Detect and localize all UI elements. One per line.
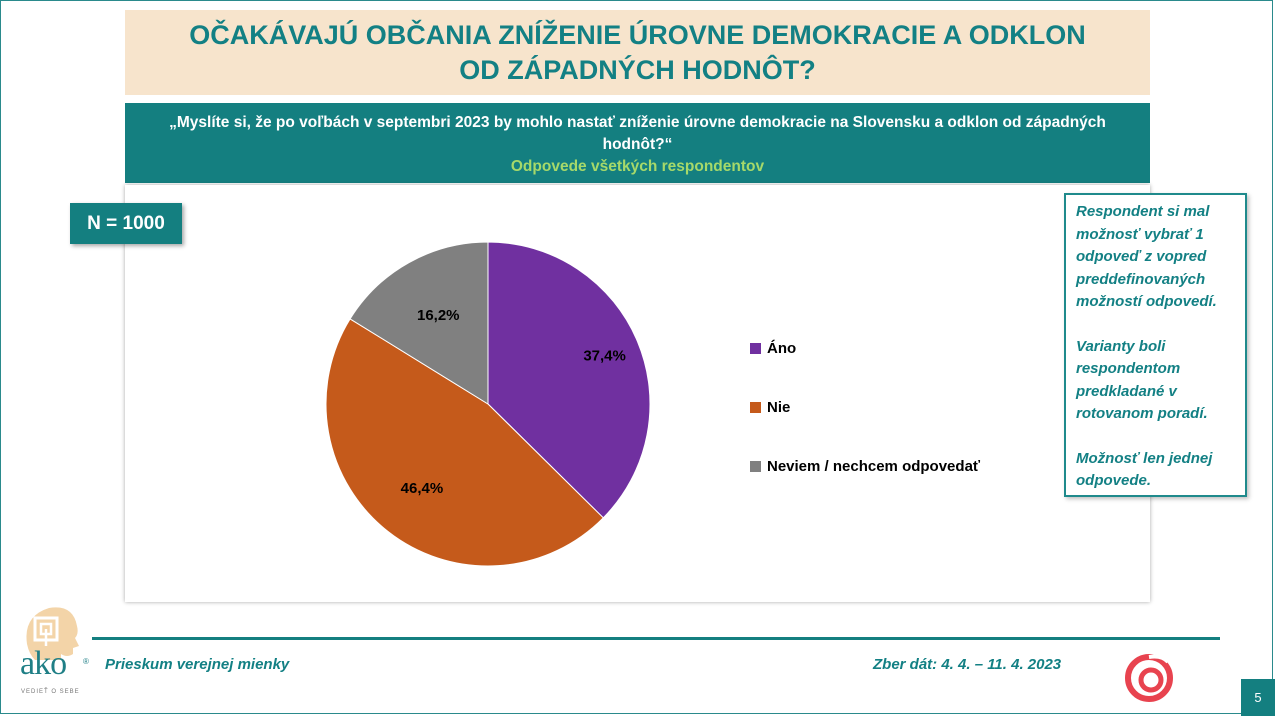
note-paragraph-2: Varianty boli respondentom predkladané v… bbox=[1076, 337, 1208, 423]
pie-data-label: 37,4% bbox=[583, 347, 626, 364]
ako-logo-text: ako bbox=[20, 645, 67, 682]
note-paragraph-1: Respondent si mal možnosť vybrať 1 odpov… bbox=[1076, 203, 1217, 310]
question-subtitle: Odpovede všetkých respondentov bbox=[510, 158, 765, 175]
slide-title: OČAKÁVAJÚ OBČANIA ZNÍŽENIE ÚROVNE DEMOKR… bbox=[125, 10, 1150, 95]
legend-item: Nie bbox=[750, 399, 790, 416]
question-text: „Myslíte si, že po voľbách v septembri 2… bbox=[169, 114, 1106, 153]
legend-item: Áno bbox=[750, 340, 796, 357]
footer-date-range: Zber dát: 4. 4. – 11. 4. 2023 bbox=[873, 656, 1062, 673]
question-box: „Myslíte si, že po voľbách v septembri 2… bbox=[125, 103, 1150, 183]
sample-size-badge: N = 1000 bbox=[70, 203, 182, 244]
legend-swatch bbox=[750, 343, 761, 354]
swirl-logo-icon bbox=[1125, 654, 1173, 702]
footer-divider bbox=[92, 637, 1220, 640]
legend-label: Áno bbox=[767, 340, 797, 357]
legend-swatch bbox=[750, 402, 761, 413]
footer-survey-label: Prieskum verejnej mienky bbox=[105, 656, 290, 673]
legend-item: Neviem / nechcem odpovedať bbox=[750, 458, 980, 475]
ako-logo-icon bbox=[26, 607, 79, 660]
pie-slice bbox=[487, 241, 651, 519]
pie-slice bbox=[349, 241, 489, 405]
legend-label: Neviem / nechcem odpovedať bbox=[767, 458, 981, 475]
legend-swatch bbox=[750, 461, 761, 472]
pie-slice bbox=[325, 318, 604, 567]
legend-label: Nie bbox=[767, 399, 791, 416]
ako-logo-registered: ® bbox=[83, 657, 89, 666]
pie-data-label: 46,4% bbox=[401, 480, 444, 497]
page-number: 5 bbox=[1241, 679, 1275, 716]
slide-title-line2: OD ZÁPADNÝCH HODNÔT? bbox=[459, 54, 816, 85]
slide-title-line1: OČAKÁVAJÚ OBČANIA ZNÍŽENIE ÚROVNE DEMOKR… bbox=[189, 19, 1086, 50]
pie-data-label: 16,2% bbox=[417, 307, 460, 324]
methodology-note: Respondent si mal možnosť vybrať 1 odpov… bbox=[1064, 193, 1247, 497]
ako-logo-tagline: VEDIEŤ O SEBE bbox=[21, 689, 80, 695]
note-paragraph-3: Možnosť len jednej odpovede. bbox=[1076, 449, 1213, 490]
